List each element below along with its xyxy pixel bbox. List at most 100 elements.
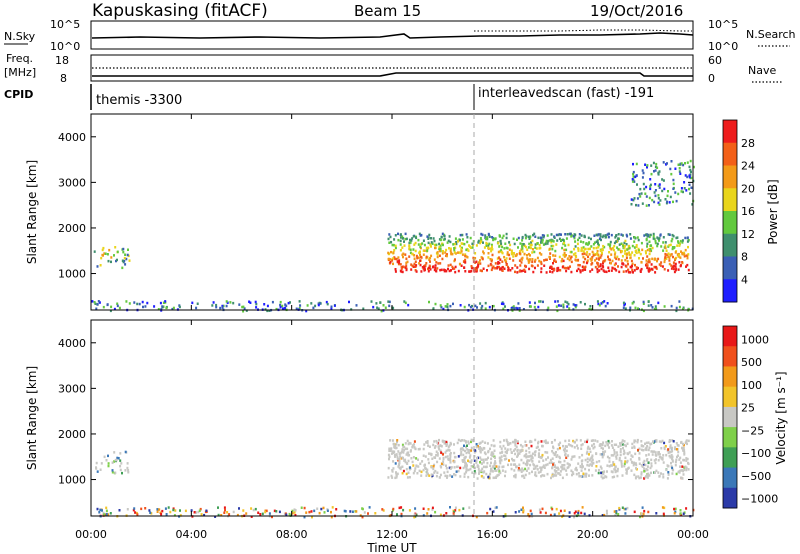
velocity-echo-cell (461, 439, 464, 442)
velocity-echo-cell (467, 440, 470, 443)
power-echo-cell (603, 300, 606, 303)
velocity-echo-cell (411, 460, 414, 464)
power-echo-cell (680, 162, 683, 165)
power-echo-cell (564, 244, 567, 247)
velocity-echo-cell (623, 449, 626, 452)
velocity-echo-cell (440, 466, 443, 469)
velocity-echo-cell (479, 461, 481, 464)
power-echo-cell (556, 309, 559, 313)
velocity-echo-cell (413, 446, 416, 449)
power-echo-cell (572, 308, 575, 311)
velocity-echo-cell (344, 510, 347, 513)
velocity-echo-cell (107, 464, 110, 468)
velocity-echo-cell (460, 450, 463, 454)
power-echo-cell (553, 236, 556, 239)
power-echo-cell (306, 304, 309, 307)
power-echo-cell (522, 243, 525, 246)
velocity-echo-cell (671, 439, 674, 442)
velocity-echo-cell (551, 457, 554, 460)
power-echo-cell (617, 248, 620, 251)
power-echo-cell (553, 259, 555, 263)
velocity-echo-cell (681, 469, 683, 472)
velocity-echo-cell (524, 444, 527, 447)
velocity-echo-cell (507, 463, 509, 467)
velocity-echo-cell (679, 461, 682, 464)
velocity-echo-cell (481, 440, 484, 443)
power-echo-cell (562, 303, 565, 306)
power-echo-cell (390, 240, 393, 244)
power-echo-cell (490, 249, 493, 253)
power-echo-cell (607, 255, 609, 258)
velocity-echo-cell (99, 468, 102, 471)
velocity-echo-cell (481, 467, 484, 471)
velocity-echo-cell (683, 453, 686, 456)
power-echo-cell (660, 245, 663, 248)
power-echo-cell (215, 303, 218, 307)
velocity-echo-cell (498, 459, 501, 463)
velocity-echo-cell (463, 458, 466, 462)
power-echo-cell (415, 270, 418, 273)
power-echo-cell (664, 241, 667, 244)
power-echo-cell (497, 262, 499, 265)
power-echo-cell (416, 256, 419, 260)
power-echo-cell (573, 247, 576, 251)
velocity-echo-cell (539, 466, 542, 469)
velocity-echo-cell (601, 514, 604, 517)
velocity-echo-cell (554, 465, 556, 469)
velocity-echo-cell (645, 446, 648, 450)
velocity-echo-cell (466, 444, 468, 447)
power-echo-cell (561, 246, 564, 250)
velocity-echo-cell (618, 506, 621, 510)
velocity-echo-cell (459, 475, 462, 478)
power-echo-cell (450, 269, 452, 272)
power-echo-cell (599, 233, 602, 236)
power-echo-cell (533, 232, 536, 236)
power-echo-cell (413, 257, 416, 260)
power-echo-cell (238, 303, 241, 306)
power-echo-cell (413, 262, 416, 266)
power-echo-cell (576, 242, 579, 246)
power-echo-cell (652, 161, 655, 165)
velocity-echo-cell (330, 515, 333, 519)
velocity-echo-cell (625, 444, 627, 448)
velocity-echo-cell (264, 510, 267, 514)
velocity-echo-cell (489, 447, 491, 451)
velocity-echo-cell (499, 440, 502, 444)
power-echo-cell (631, 180, 634, 183)
power-echo-cell (683, 181, 686, 184)
power-echo-cell (442, 243, 444, 247)
power-echo-cell (523, 244, 526, 247)
power-echo-cell (434, 266, 437, 270)
power-echo-cell (602, 244, 605, 248)
velocity-echo-cell (654, 451, 657, 454)
power-echo-cell (443, 269, 446, 273)
velocity-echo-cell (475, 459, 478, 463)
power-echo-cell (674, 191, 677, 194)
power-echo-cell (459, 244, 462, 248)
power-echo-cell (414, 265, 417, 268)
power-echo-cell (505, 232, 508, 236)
power-echo-cell (549, 257, 551, 260)
velocity-echo-cell (460, 453, 463, 456)
velocity-echo-cell (494, 469, 497, 472)
power-echo-cell (623, 303, 626, 307)
velocity-echo-cell (419, 462, 422, 465)
velocity-echo-cell (491, 451, 494, 454)
velocity-echo-cell (662, 476, 665, 479)
velocity-echo-cell (665, 468, 668, 472)
velocity-echo-cell (663, 441, 666, 445)
power-echo-cell (575, 304, 578, 307)
power-echo-cell (669, 254, 672, 257)
power-colorbar-segment (723, 279, 737, 303)
power-echo-cell (582, 250, 585, 253)
power-echo-cell (469, 270, 472, 273)
velocity-echo-cell (442, 456, 445, 460)
power-colorbar-segment (723, 188, 737, 212)
velocity-echo-cell (503, 458, 506, 461)
velocity-echo-cell (396, 439, 399, 442)
power-echo-cell (497, 256, 500, 259)
velocity-echo-cell (426, 512, 429, 515)
power-echo-cell (447, 264, 450, 267)
power-echo-cell (667, 252, 670, 255)
